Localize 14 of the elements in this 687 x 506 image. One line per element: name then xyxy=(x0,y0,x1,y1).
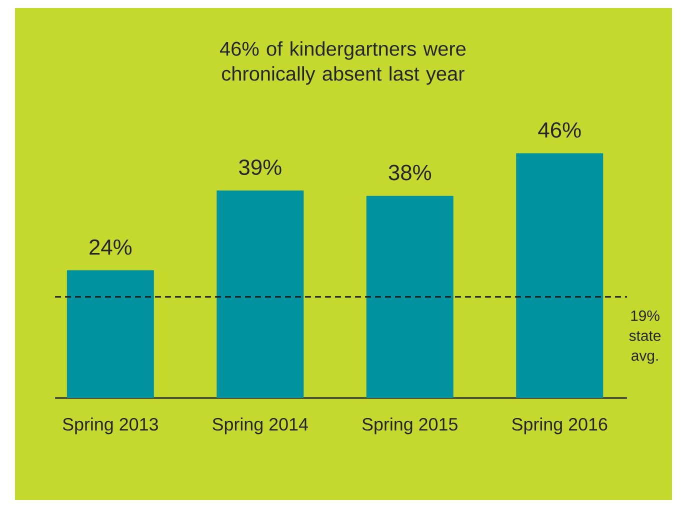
data-label: 38% xyxy=(388,164,432,180)
data-label: 39% xyxy=(239,159,282,175)
chart-title: 46% of kindergartners were chronically absent last year xyxy=(220,41,466,85)
bar xyxy=(366,196,454,398)
x-tick-label: Spring 2016 xyxy=(512,418,608,434)
bar xyxy=(66,270,154,398)
data-label: 46% xyxy=(538,122,581,138)
data-label: 24% xyxy=(90,239,132,255)
x-tick-label: Spring 2015 xyxy=(362,418,458,434)
bar xyxy=(516,153,604,398)
ref-line-label: 19% state avg. xyxy=(629,310,661,364)
bar xyxy=(216,190,304,398)
x-tick-label: Spring 2013 xyxy=(62,418,158,434)
x-tick-label: Spring 2014 xyxy=(212,418,308,434)
